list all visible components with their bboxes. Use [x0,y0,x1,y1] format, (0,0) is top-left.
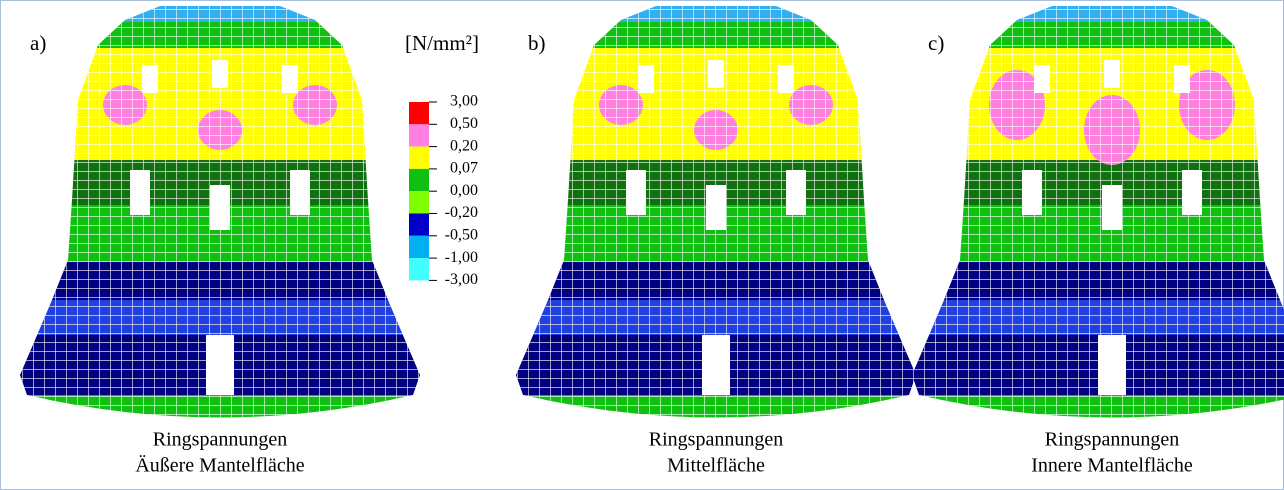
bell-bands [892,0,1284,440]
panels: a) Ringspannungen Äußere Mantelfläche b) Rin… [0,0,1284,477]
legend-label: -0,50 [445,226,478,243]
bell-bands [0,0,440,440]
legend-swatch [409,258,429,280]
bell-plot: b) Ringspannungen Mittelfläche [496,0,936,477]
legend-label: -1,00 [445,249,478,266]
legend-label: 0,07 [450,160,478,177]
legend-label: 0,50 [450,115,478,132]
panel-caption: Mittelfläche [667,455,765,477]
figure: [N/mm²] 3,00 0,50 0,20 0,07 0,00 -0,20 -0,50 -1… [0,0,1284,490]
bell-plot: a) Ringspannungen Äußere Mantelfläche [0,0,440,477]
legend-label: 3,00 [450,93,478,110]
bell-plot: c) Ringspannungen Innere Mantelfläche [892,0,1284,477]
mesh [0,0,440,440]
legend-swatch [409,214,429,236]
legend-label: 0,00 [450,182,478,199]
mesh [496,0,936,440]
legend-swatch [409,236,429,258]
legend-label: -3,00 [445,271,478,288]
legend-unit: [N/mm²] [405,31,479,55]
legend-label: 0,20 [450,137,478,154]
legend-swatch [409,191,429,213]
legend: 3,00 0,50 0,20 0,07 0,00 -0,20 -0,50 -1,00 -3,00 [409,93,478,288]
panel-letter: b) [528,31,546,55]
legend-label: -0,20 [445,204,478,221]
legend-swatch [409,169,429,191]
panel-caption: Ringspannungen [649,429,783,451]
legend-swatch [409,147,429,169]
panel-caption: Innere Mantelfläche [1031,455,1193,477]
panel-caption: Äußere Mantelfläche [135,454,304,477]
mesh [892,0,1284,440]
panel-caption: Ringspannungen [1045,429,1179,451]
legend-swatch [409,124,429,146]
panel-letter: a) [30,31,46,55]
legend-swatch [409,102,429,124]
panel-caption: Ringspannungen [153,429,287,451]
panel-letter: c) [928,31,944,55]
bell-bands [496,0,936,440]
